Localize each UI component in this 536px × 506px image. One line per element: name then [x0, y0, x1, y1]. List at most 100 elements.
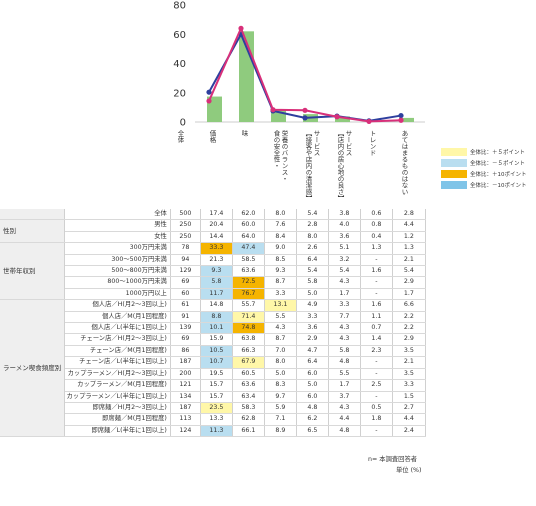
series-0-point-6	[398, 112, 404, 119]
column-header-6: トレンド	[368, 130, 376, 156]
series-0-point-0	[206, 89, 212, 95]
table-row: 500〜800万円未満 129 9.3 63.6 9.3 5.4 5.4 1.6 5.4	[0, 265, 426, 278]
series-line-1	[208, 25, 402, 123]
column-header-line: トレンド	[368, 130, 376, 156]
cell-value: 7.0	[264, 345, 297, 358]
row-label: 300万円未満	[64, 242, 171, 255]
row-label: 即席麺／H(月2〜3回以上)	[64, 402, 171, 415]
legend-swatch	[441, 169, 467, 178]
legend-label: 全体比：－５ポイント	[470, 160, 526, 167]
cell-value: 3.7	[328, 391, 361, 403]
cell-value: 5.5	[328, 368, 361, 381]
cell-value: 5.5	[264, 311, 297, 324]
table-row: カップラーメン／L(半年に1回以上) 134 15.7 63.4 9.7 6.0 3.7-1…	[0, 391, 426, 403]
row-n: 500	[170, 209, 201, 221]
row-label: 1000万円以上	[64, 288, 171, 301]
table-row: 性別 男性 250 20.4 60.0 7.6 2.8 4.0 0.8 4.4	[0, 219, 426, 244]
row-n: 200	[170, 368, 201, 381]
cell-value: 2.2	[392, 311, 426, 324]
cell-value: 5.9	[264, 402, 297, 415]
cell-value: 1.5	[392, 391, 426, 403]
cell-value: 4.3	[328, 333, 361, 346]
row-label: チェーン店／M(月1回程度)	[64, 345, 171, 358]
cell-value: 7.6	[264, 219, 297, 232]
cell-value: 0.7	[360, 322, 393, 335]
cell-value: 1.7	[328, 379, 361, 392]
cell-value: 17.4	[200, 209, 233, 221]
cell-value: 6.2	[296, 413, 329, 426]
cell-value: 8.3	[264, 379, 297, 392]
column-header-line: あてはまるものはない	[400, 130, 408, 195]
cell-value: 4.4	[328, 413, 361, 426]
cell-value: 4.3	[328, 322, 361, 335]
cell-value: 74.8	[232, 322, 265, 335]
y-tick-label: 80	[173, 1, 186, 12]
row-n: 124	[170, 425, 201, 438]
table-row: 世帯年収別 300万円未満 78 33.3 47.4 9.0 2.6 5.1 1.3 1.3	[0, 242, 426, 301]
cell-value: 13.3	[200, 413, 233, 426]
series-1-point-5	[366, 118, 372, 125]
cell-value: 2.5	[360, 379, 393, 392]
cell-value: 4.0	[328, 219, 361, 232]
row-n: 187	[170, 356, 201, 369]
cell-value: 5.1	[328, 242, 361, 255]
row-label: 500〜800万円未満	[64, 265, 171, 278]
cell-value: 2.3	[360, 345, 393, 358]
cell-value: 58.3	[232, 402, 265, 415]
chart-svg: 0 20 40 60 80	[173, 1, 425, 129]
cell-value: 1.7	[328, 288, 361, 301]
cell-value: -	[360, 368, 393, 381]
row-n: 61	[170, 299, 201, 312]
column-header-line: 栄養のバランス・	[280, 130, 288, 182]
cell-value: 58.5	[232, 254, 265, 267]
cell-value: 3.5	[392, 368, 426, 381]
cell-value: 6.4	[296, 356, 329, 369]
series-1-point-4	[334, 114, 340, 120]
row-n: 78	[170, 242, 201, 255]
cell-value: -	[360, 425, 393, 438]
row-n: 250	[170, 231, 201, 244]
table-row: 即席麺／L(半年に1回以上) 124 11.3 66.1 8.9 6.5 4.8-2.4	[0, 425, 426, 438]
row-label: 個人店／H(月2〜3回以上)	[64, 299, 171, 312]
cell-value: 1.6	[360, 299, 393, 312]
row-n: 69	[170, 333, 201, 346]
table-row: チェーン店／L(半年に1回以上) 187 10.7 67.9 8.0 6.4 4.8-2.1	[0, 356, 426, 369]
cell-value: 2.8	[296, 219, 329, 232]
cell-value: 4.8	[328, 425, 361, 438]
y-tick-label: 40	[173, 59, 186, 70]
series-1-point-6	[398, 117, 404, 123]
cell-value: 66.1	[232, 425, 265, 438]
cell-value: -	[360, 254, 393, 267]
row-label: 男性	[64, 219, 171, 232]
cell-value: 6.4	[296, 254, 329, 267]
cell-value: 0.8	[360, 219, 393, 232]
row-label: 800〜1000万円未満	[64, 276, 171, 289]
row-label: カップラーメン／M(月1回程度)	[64, 379, 171, 392]
cell-value: 21.3	[200, 254, 233, 267]
row-label: カップラーメン／L(半年に1回以上)	[64, 391, 171, 403]
legend-item: 全体比：＋10ポイント	[441, 168, 533, 179]
cell-value: 64.0	[232, 231, 265, 244]
row-label: 女性	[64, 231, 171, 244]
cell-value: 8.7	[264, 276, 297, 289]
cell-value: -	[360, 288, 393, 301]
legend: 全体比：＋５ポイント 全体比：－５ポイント 全体比：＋10ポイント 全体比：－10ポイ…	[441, 146, 533, 190]
row-label: 個人店／M(月1回程度)	[64, 311, 171, 324]
cell-value: 5.0	[296, 379, 329, 392]
cell-value: 19.5	[200, 368, 233, 381]
table-row: 300〜500万円未満 94 21.3 58.5 8.5 6.4 3.2-2.1	[0, 254, 426, 267]
data-table: 全体 500 17.4 62.0 8.0 5.4 3.8 0.6 2.8 性別 男性 250 20.4 6…	[0, 209, 426, 438]
cell-value: 8.4	[264, 231, 297, 244]
cell-value: 76.7	[232, 288, 265, 301]
cell-value: 8.7	[264, 333, 297, 346]
legend-label: 全体比：＋５ポイント	[470, 149, 526, 156]
cell-value: 71.4	[232, 311, 265, 324]
cell-value: 2.6	[296, 242, 329, 255]
cell-value: 4.3	[328, 402, 361, 415]
cell-value: 67.9	[232, 356, 265, 369]
row-label: チェーン店／H(月2〜3回以上)	[64, 333, 171, 346]
column-header-line: 食の安全性・	[272, 130, 280, 169]
bar-4	[335, 116, 350, 122]
cell-value: 1.7	[392, 288, 426, 301]
cell-value: 5.0	[296, 288, 329, 301]
